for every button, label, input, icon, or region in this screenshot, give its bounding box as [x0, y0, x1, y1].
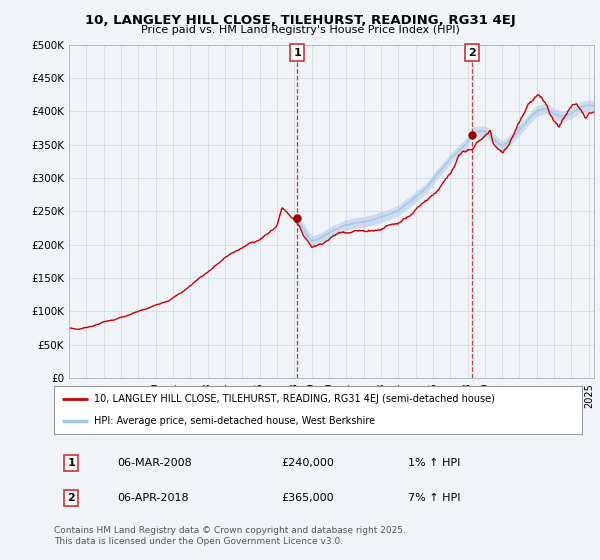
Text: 1: 1 [67, 458, 75, 468]
Text: 7% ↑ HPI: 7% ↑ HPI [408, 493, 460, 503]
Text: HPI: Average price, semi-detached house, West Berkshire: HPI: Average price, semi-detached house,… [94, 416, 375, 426]
Text: £240,000: £240,000 [281, 458, 334, 468]
Text: 06-APR-2018: 06-APR-2018 [118, 493, 189, 503]
Text: 1: 1 [293, 48, 301, 58]
Text: Price paid vs. HM Land Registry's House Price Index (HPI): Price paid vs. HM Land Registry's House … [140, 25, 460, 35]
Text: 06-MAR-2008: 06-MAR-2008 [118, 458, 192, 468]
Text: Contains HM Land Registry data © Crown copyright and database right 2025.
This d: Contains HM Land Registry data © Crown c… [54, 526, 406, 546]
Text: 2: 2 [469, 48, 476, 58]
Text: 10, LANGLEY HILL CLOSE, TILEHURST, READING, RG31 4EJ: 10, LANGLEY HILL CLOSE, TILEHURST, READI… [85, 14, 515, 27]
Text: £365,000: £365,000 [281, 493, 334, 503]
Text: 2: 2 [67, 493, 75, 503]
Text: 10, LANGLEY HILL CLOSE, TILEHURST, READING, RG31 4EJ (semi-detached house): 10, LANGLEY HILL CLOSE, TILEHURST, READI… [94, 394, 494, 404]
Text: 1% ↑ HPI: 1% ↑ HPI [408, 458, 460, 468]
